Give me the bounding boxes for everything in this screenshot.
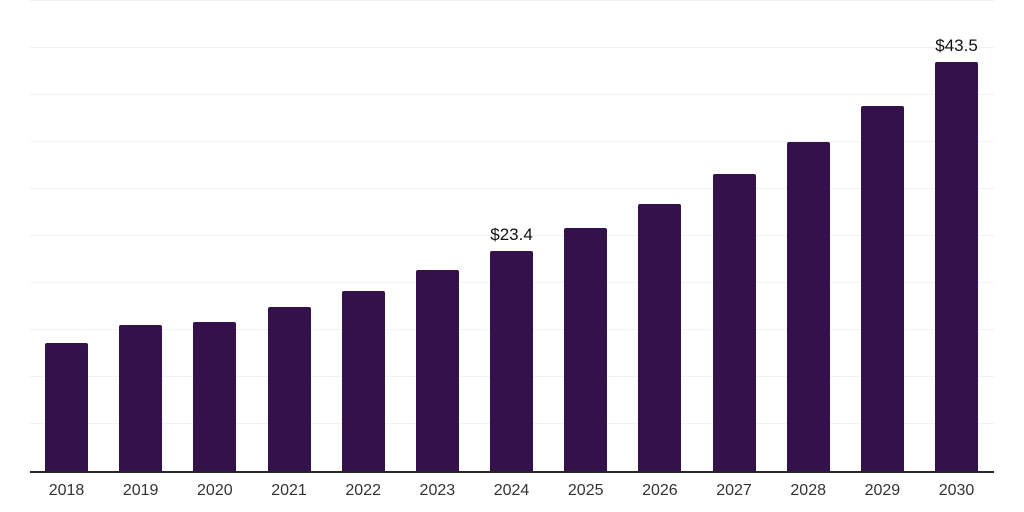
bar-2023 (415, 269, 459, 471)
bar-2018 (45, 343, 88, 471)
x-tick-label-2025: 2025 (567, 482, 604, 499)
x-tick-label-2022: 2022 (345, 482, 381, 499)
bar-2025 (564, 228, 608, 471)
bar-2019 (119, 325, 163, 471)
x-tick-label-2029: 2029 (864, 482, 901, 499)
x-tick-label-2027: 2027 (716, 482, 752, 499)
x-tick-label-2020: 2020 (197, 482, 233, 499)
bar-2028 (786, 142, 830, 471)
x-tick-label-2021: 2021 (271, 482, 307, 499)
bar-2020 (193, 321, 237, 471)
gridline-30 (30, 188, 994, 189)
x-tick-label-2030: 2030 (938, 482, 975, 499)
bar-2029 (860, 106, 904, 471)
gridline-25 (30, 235, 994, 236)
bar-2026 (638, 204, 682, 471)
data-label-2030: $43.5 (935, 36, 978, 56)
x-tick-label-2019: 2019 (122, 482, 159, 499)
bar-2027 (712, 173, 756, 471)
x-tick-label-2026: 2026 (642, 482, 678, 499)
gridline-45 (30, 47, 994, 48)
x-tick-label-2024: 2024 (493, 482, 530, 499)
x-tick-label-2023: 2023 (419, 482, 456, 499)
gridline-50 (30, 0, 994, 1)
gridline-35 (30, 141, 994, 142)
gridline-40 (30, 94, 994, 95)
bar-2030 (935, 62, 979, 471)
bar-2024 (490, 251, 534, 471)
bar-2022 (341, 290, 385, 471)
x-tick-label-2018: 2018 (48, 482, 85, 499)
bar-2021 (267, 306, 311, 471)
x-tick-label-2028: 2028 (790, 482, 826, 499)
plot-area: $23.4 $43.5 (30, 0, 994, 473)
data-label-2024: $23.4 (490, 225, 533, 245)
